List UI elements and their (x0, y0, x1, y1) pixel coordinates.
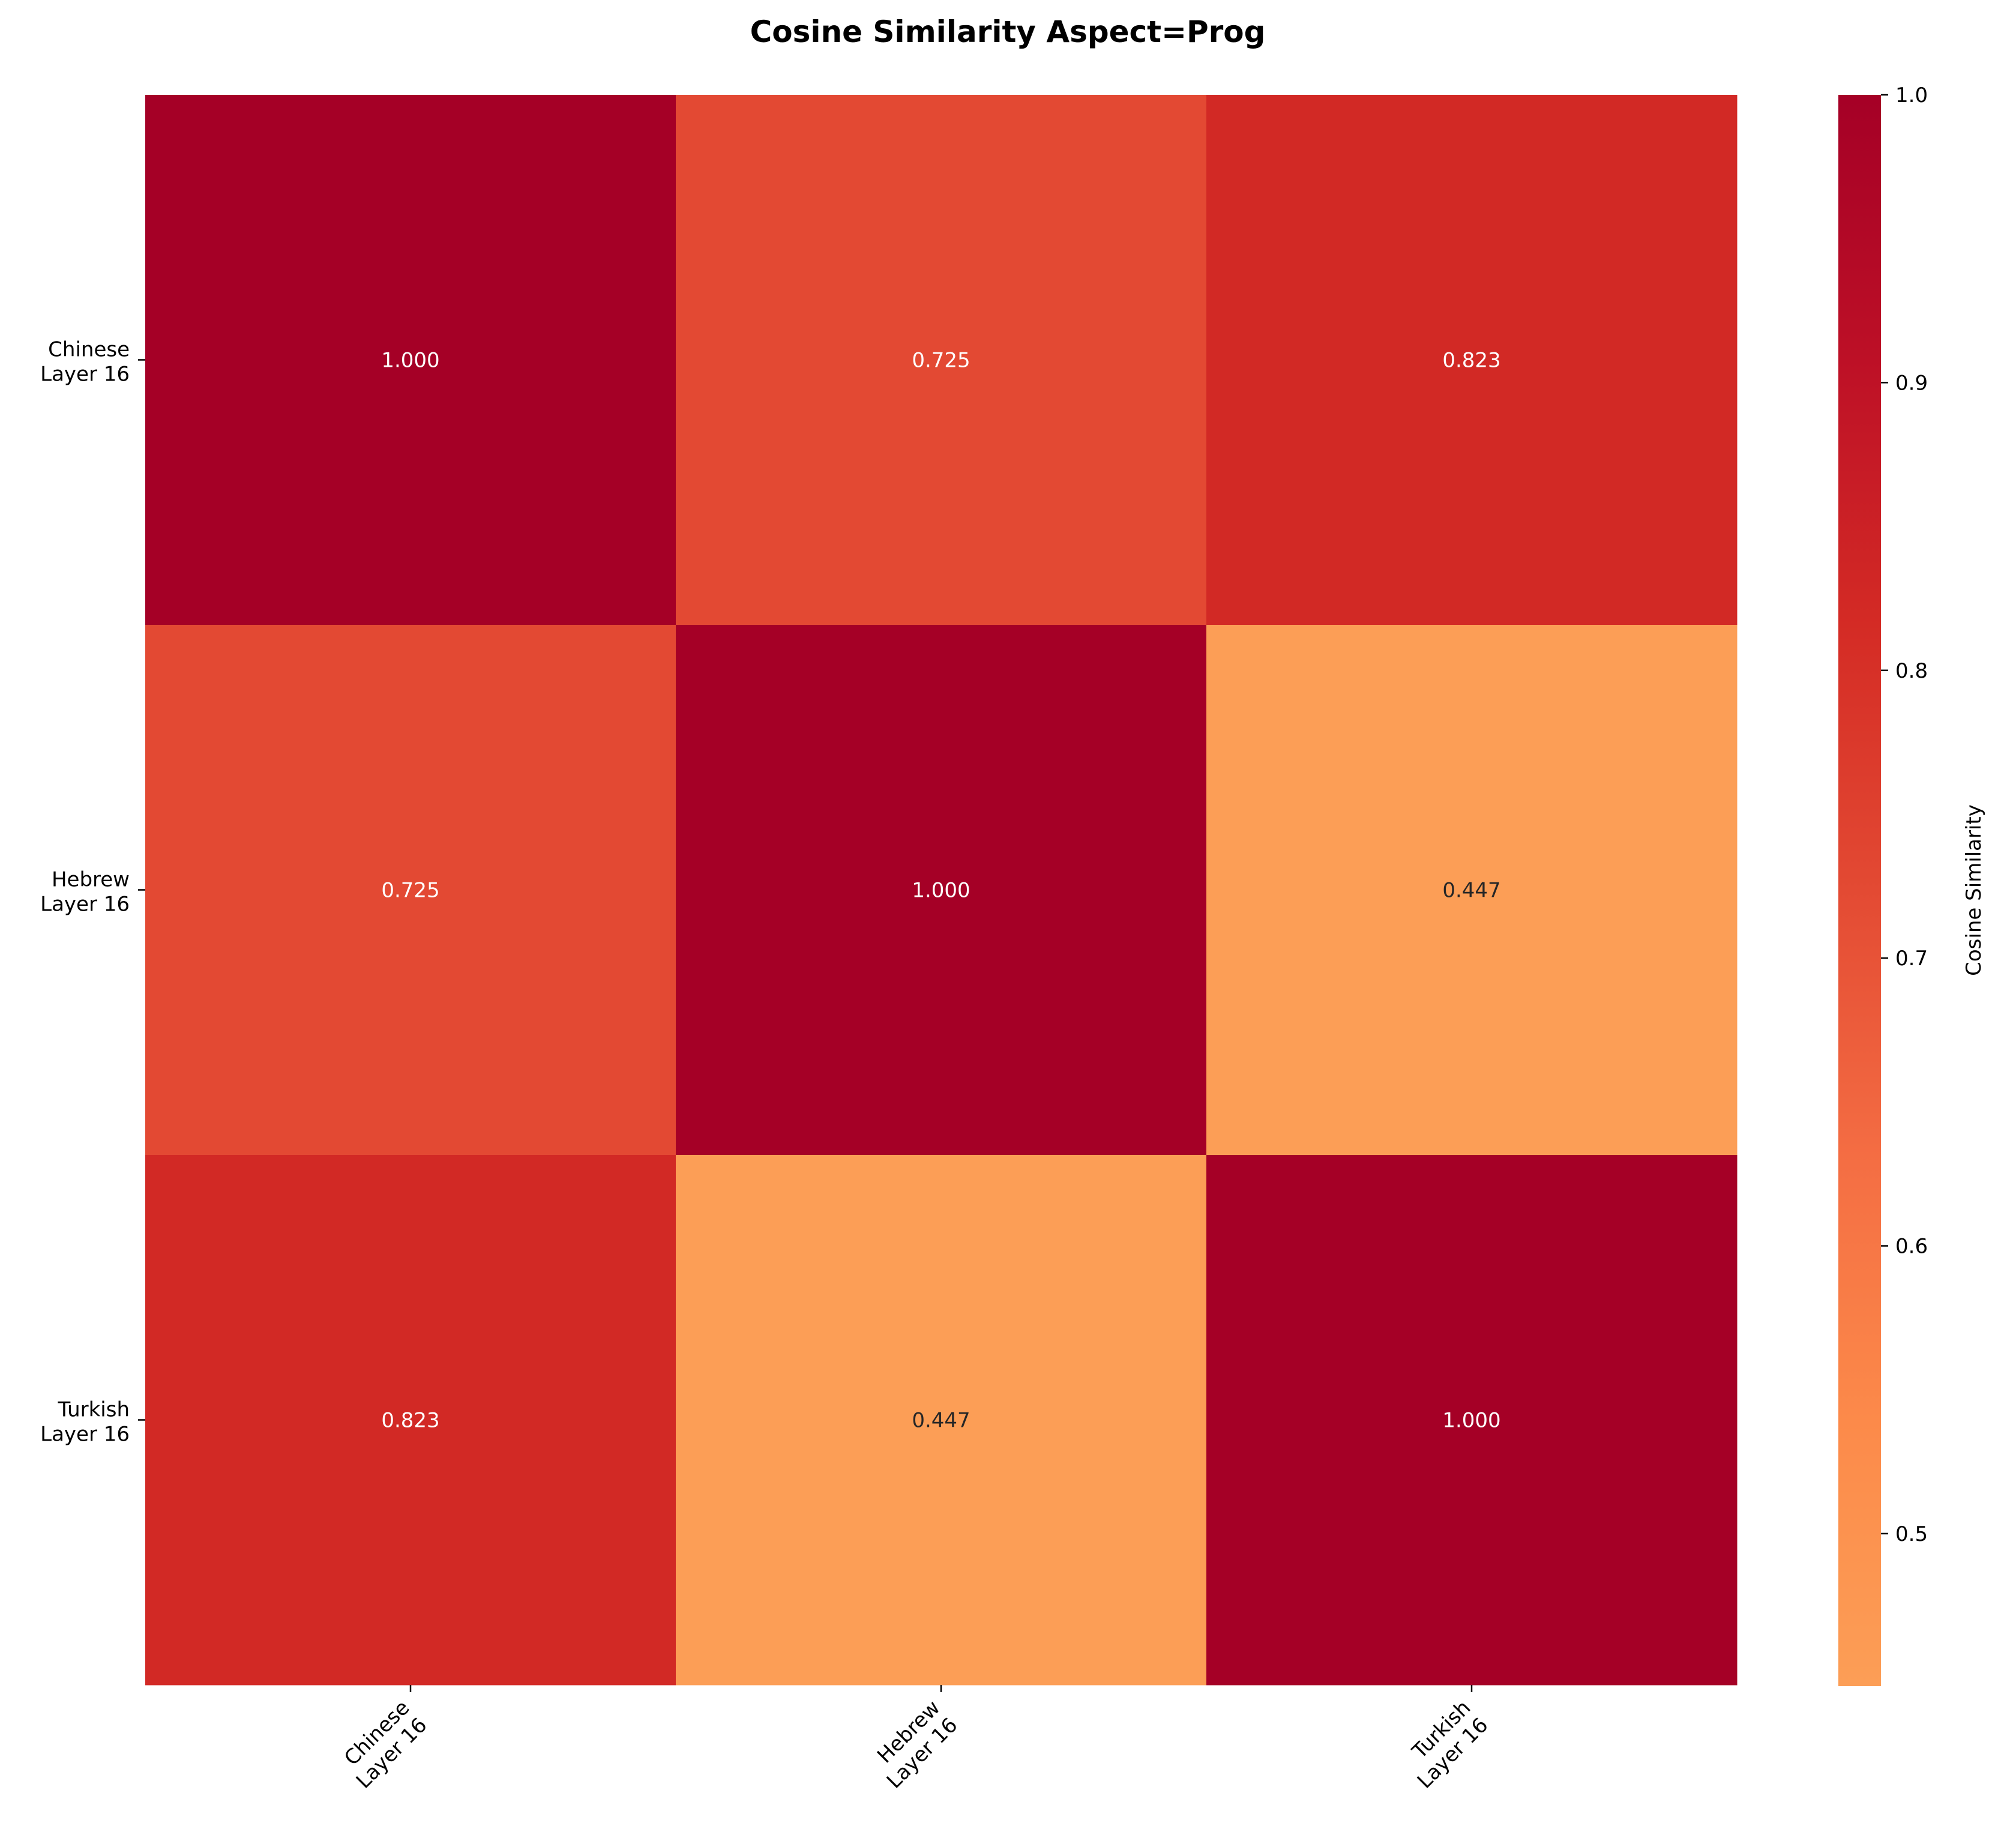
colorbar-tick-label: 0.6 (1895, 1235, 1928, 1259)
cell-value-label: 0.725 (381, 879, 439, 903)
colorbar-tick-label: 1.0 (1895, 83, 1928, 107)
colorbar-tick-label: 0.8 (1895, 659, 1928, 683)
colorbar-tick-label: 0.9 (1895, 371, 1928, 395)
cell-value-label: 0.823 (381, 1409, 439, 1433)
y-tick-label: Hebrew Layer 16 (40, 868, 130, 917)
heatmap-cell (145, 625, 676, 1156)
y-tick-label: Turkish Layer 16 (40, 1398, 130, 1447)
heatmap-cell (1206, 625, 1738, 1156)
x-tick-label: ChineseLayer 16 (334, 1696, 432, 1794)
heatmap-cell (1206, 95, 1738, 625)
y-tick-label: Chinese Layer 16 (40, 338, 130, 387)
cell-value-label: 1.000 (1442, 1409, 1500, 1433)
heatmap-cells (145, 95, 1738, 1686)
cell-value-label: 0.823 (1442, 349, 1500, 373)
heatmap-cell (676, 1155, 1207, 1686)
cell-value-label: 1.000 (912, 879, 970, 903)
x-tick-label: HebrewLayer 16 (865, 1696, 963, 1794)
colorbar (1838, 95, 1881, 1686)
colorbar-label: Cosine Similarity (1962, 804, 1986, 976)
heatmap-cell (1206, 1155, 1738, 1686)
heatmap-cell (676, 625, 1207, 1156)
colorbar-tick-label: 0.7 (1895, 947, 1928, 971)
heatmap-cell (676, 95, 1207, 625)
heatmap-cell (145, 95, 676, 625)
x-axis: ChineseLayer 16 HebrewLayer 16 TurkishLaye… (334, 1685, 1493, 1794)
x-tick-label: TurkishLayer 16 (1395, 1696, 1493, 1794)
heatmap-cell (145, 1155, 676, 1686)
cell-value-label: 0.725 (912, 349, 970, 373)
y-axis: Chinese Layer 16 Hebrew Layer 16 Turkish Laye… (40, 338, 145, 1447)
cell-value-label: 0.447 (1442, 879, 1500, 903)
cell-value-label: 1.000 (381, 349, 439, 373)
cell-value-label: 0.447 (912, 1409, 970, 1433)
colorbar-tick-label: 0.5 (1895, 1522, 1928, 1546)
colorbar-ticks: 0.5 0.6 0.7 0.8 0.9 1.0 (1881, 83, 1928, 1546)
heatmap-value-labels: 1.000 0.725 0.823 0.725 1.000 0.447 0.823 0.447… (381, 349, 1500, 1433)
chart-title: Cosine Similarity Aspect=Prog (750, 14, 1266, 49)
